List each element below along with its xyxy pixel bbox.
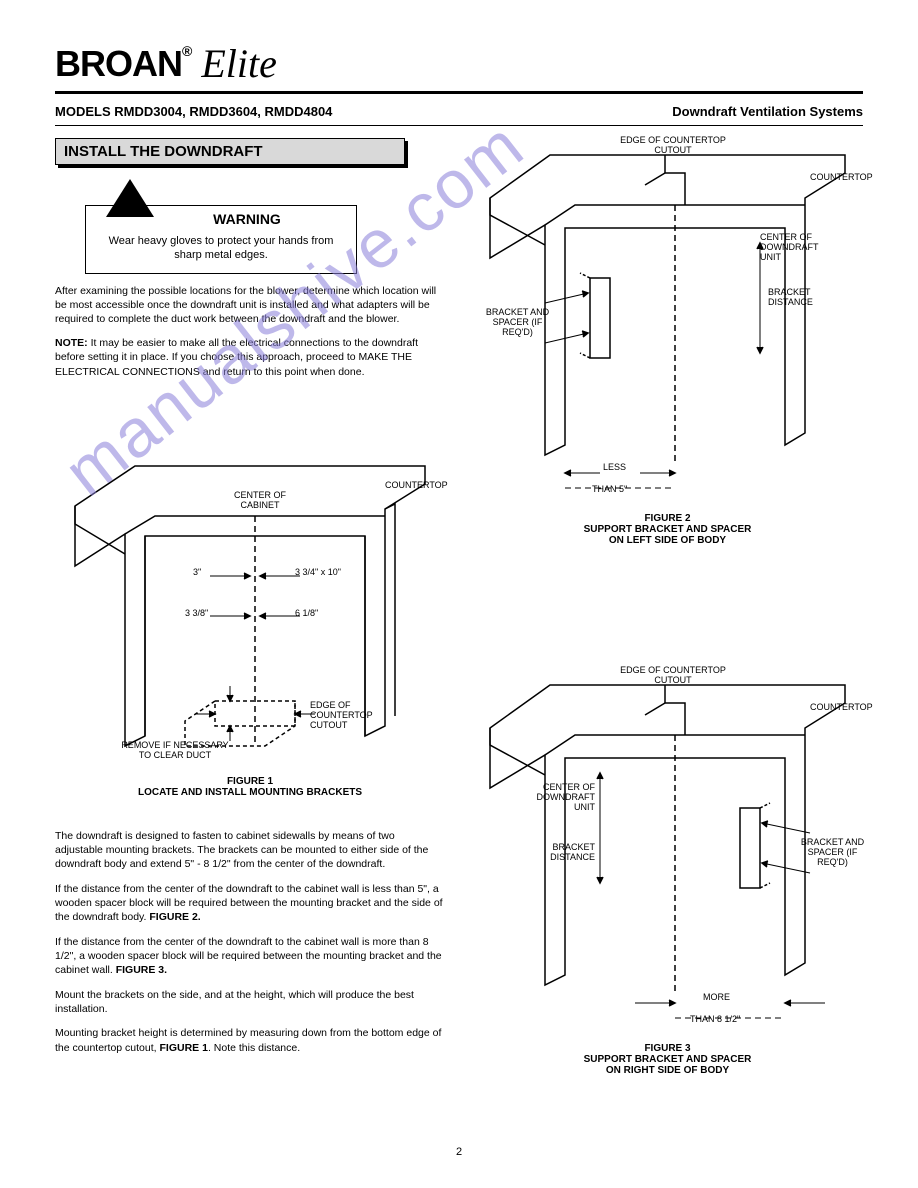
warning-triangle-icon (106, 179, 154, 217)
page-root: BROAN® Elite MODELS RMDD3004, RMDD3604, … (0, 0, 918, 1188)
fig1-remove: REMOVE IF NECESSARY TO CLEAR DUCT (115, 741, 235, 761)
lb-p4: Mount the brackets on the side, and at t… (55, 988, 445, 1016)
fig3-more-a: MORE (703, 993, 730, 1003)
title-row: MODELS RMDD3004, RMDD3604, RMDD4804 Down… (55, 104, 863, 119)
fig2-bracket: BRACKET AND SPACER (IF REQ'D) (480, 308, 555, 338)
warning-title: WARNING (148, 210, 346, 228)
fig3-caption: FIGURE 3 SUPPORT BRACKET AND SPACER ON R… (470, 1043, 865, 1076)
warning-body: Wear heavy gloves to protect your hands … (96, 234, 346, 263)
figure-2: EDGE OF COUNTERTOP CUTOUT CENTER OF DOWN… (470, 133, 865, 546)
page-title: Downdraft Ventilation Systems (672, 104, 863, 119)
rule-thick (55, 91, 863, 94)
fig1-edge: EDGE OF COUNTERTOP CUTOUT (310, 701, 390, 731)
fig2-less5b: THAN 5" (592, 485, 627, 495)
fig3-edge: EDGE OF COUNTERTOP CUTOUT (618, 666, 728, 686)
fig3-bracket: BRACKET AND SPACER (IF REQ'D) (795, 838, 870, 868)
note-block: NOTE: It may be easier to make all the e… (55, 336, 445, 379)
fig3-countertop: COUNTERTOP (810, 703, 873, 713)
fig2-center: CENTER OF DOWNDRAFT UNIT (760, 233, 840, 263)
page-number: 2 (55, 1146, 863, 1158)
content-grid: INSTALL THE DOWNDRAFT WARNING Wear heavy… (55, 138, 863, 1138)
figure-3: EDGE OF COUNTERTOP CUTOUT CENTER OF DOWN… (470, 663, 865, 1076)
fig3-center: CENTER OF DOWNDRAFT UNIT (515, 783, 595, 813)
fig2-bracketdist: BRACKET DISTANCE (768, 288, 828, 308)
lb-p5: Mounting bracket height is determined by… (55, 1026, 445, 1054)
lb-p3: If the distance from the center of the d… (55, 935, 445, 978)
fig3-bracketdist: BRACKET DISTANCE (530, 843, 595, 863)
brand-name: BROAN® (55, 43, 191, 85)
section-header: INSTALL THE DOWNDRAFT (55, 138, 405, 165)
fig1-center-cabinet: CENTER OF CABINET (230, 491, 290, 511)
fig3-more-b: THAN 8 1/2" (690, 1015, 740, 1025)
left-column: INSTALL THE DOWNDRAFT WARNING Wear heavy… (55, 138, 445, 379)
fig1-caption: FIGURE 1 LOCATE AND INSTALL MOUNTING BRA… (55, 776, 445, 798)
model-line: MODELS RMDD3004, RMDD3604, RMDD4804 (55, 104, 332, 119)
brand-subline: Elite (201, 40, 277, 87)
fig2-less5a: LESS (603, 463, 626, 473)
note-label: NOTE: (55, 337, 88, 349)
warning-box: WARNING Wear heavy gloves to protect you… (85, 205, 357, 274)
lb-p2: If the distance from the center of the d… (55, 882, 445, 925)
fig1-d1: 3 3/8" (185, 609, 208, 619)
lb-p1: The downdraft is designed to fasten to c… (55, 829, 445, 872)
fig2-edge: EDGE OF COUNTERTOP CUTOUT (618, 136, 728, 156)
logo-row: BROAN® Elite (55, 40, 863, 87)
fig1-divider: 3 3/4" x 10" (295, 568, 341, 578)
rule-thin (55, 125, 863, 126)
left-bottom-text: The downdraft is designed to fasten to c… (55, 818, 445, 1065)
figure-1: CENTER OF CABINET 3 3/4" x 10" 3" 3 3/8"… (55, 446, 445, 798)
intro-text: After examining the possible locations f… (55, 284, 445, 327)
fig1-countertop: COUNTERTOP (385, 481, 448, 491)
fig1-d2: 6 1/8" (295, 609, 318, 619)
fig2-countertop: COUNTERTOP (810, 173, 873, 183)
fig1-side-dim: 3" (193, 568, 201, 578)
note-body: It may be easier to make all the electri… (55, 337, 418, 377)
fig2-caption: FIGURE 2 SUPPORT BRACKET AND SPACER ON L… (470, 513, 865, 546)
